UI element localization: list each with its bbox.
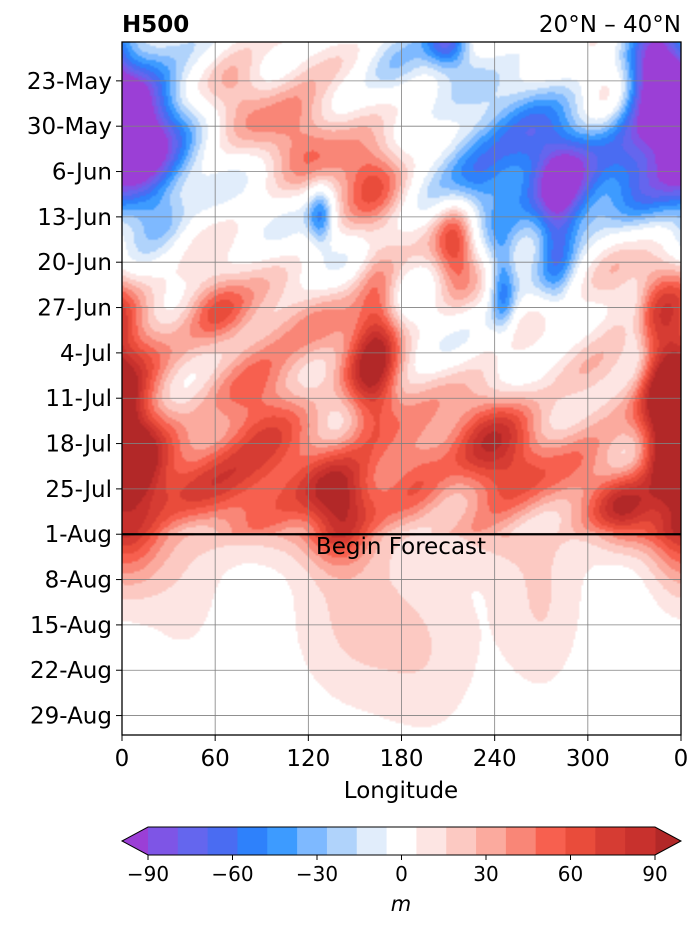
- colorbar-segment: [505, 827, 537, 855]
- y-tick-label: 8-Aug: [45, 568, 112, 594]
- x-axis-label: Longitude: [344, 778, 458, 804]
- y-tick-label: 18-Jul: [45, 432, 112, 458]
- y-tick-label: 30-May: [27, 114, 112, 140]
- colorbar-tick-label: −90: [127, 862, 169, 886]
- region-label: 20°N – 40°N: [539, 12, 681, 38]
- x-tick-label: 120: [286, 746, 330, 772]
- colorbar-label: m: [391, 892, 411, 916]
- x-tick-label: 0: [115, 746, 130, 772]
- x-tick-label: 60: [201, 746, 230, 772]
- grid: [122, 42, 681, 735]
- y-axis: 23-May 30-May 6-Jun 13-Jun 20-Jun 27-Jun 4-Jul…: [27, 69, 122, 730]
- colorbar-tick-label: 30: [473, 862, 498, 886]
- y-tick-label: 6-Jun: [52, 160, 112, 186]
- colorbar-segment: [267, 827, 298, 855]
- colorbar-tick-label: −60: [211, 862, 253, 886]
- colorbar: −90 −60 −30 0 30 60 90: [120, 826, 683, 886]
- colorbar-segment: [625, 827, 656, 855]
- colorbar-segment: [207, 827, 238, 855]
- colorbar-segment: [148, 827, 179, 855]
- colorbar-segment: [356, 827, 388, 855]
- y-tick-label: 23-May: [27, 69, 112, 95]
- colorbar-extend-high: [655, 827, 681, 855]
- colorbar-segment: [237, 827, 268, 855]
- colorbar-segment: [446, 827, 477, 855]
- colorbar-segment: [297, 827, 328, 855]
- y-tick-label: 15-Aug: [30, 613, 112, 639]
- y-tick-label: 27-Jun: [37, 296, 112, 322]
- y-tick-label: 29-Aug: [30, 704, 112, 730]
- y-tick-label: 22-Aug: [30, 658, 112, 684]
- colorbar-tick-label: 90: [642, 862, 667, 886]
- forecast-label: Begin Forecast: [316, 534, 486, 560]
- colorbar-segment: [535, 827, 567, 855]
- y-tick-label: 25-Jul: [45, 477, 112, 503]
- y-tick-label: 11-Jul: [45, 386, 112, 412]
- colorbar-segment: [177, 827, 209, 855]
- x-tick-label: 180: [380, 746, 424, 772]
- x-tick-label: 300: [566, 746, 610, 772]
- y-tick-label: 13-Jun: [37, 205, 112, 231]
- y-tick-label: 4-Jul: [60, 341, 112, 367]
- colorbar-segment: [595, 827, 626, 855]
- x-tick-label: 240: [473, 746, 517, 772]
- colorbar-tick-label: 60: [558, 862, 583, 886]
- y-tick-label: 1-Aug: [45, 522, 112, 548]
- chart-title: H500: [122, 12, 189, 38]
- x-tick-label: 0: [674, 746, 689, 772]
- forecast-marker: Begin Forecast: [122, 533, 681, 560]
- colorbar-segment: [476, 827, 507, 855]
- x-axis: 0 60 120 180 240 300 0: [115, 735, 689, 772]
- colorbar-segment: [565, 827, 596, 855]
- colorbar-segment: [386, 827, 417, 855]
- y-tick-label: 20-Jun: [37, 250, 112, 276]
- colorbar-segment: [326, 827, 358, 855]
- colorbar-extend-low: [122, 827, 148, 855]
- colorbar-tick-label: −30: [296, 862, 338, 886]
- colorbar-tick-label: 0: [395, 862, 408, 886]
- colorbar-segment: [416, 827, 447, 855]
